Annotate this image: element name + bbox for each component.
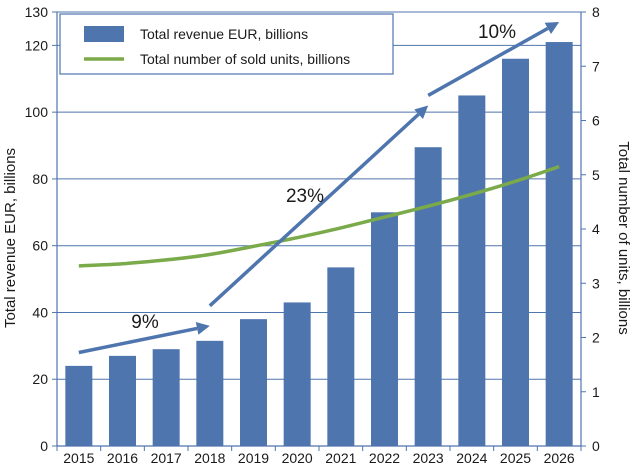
x-tick-label: 2024 xyxy=(456,450,487,465)
x-tick-label: 2022 xyxy=(369,450,400,465)
legend: Total revenue EUR, billions Total number… xyxy=(59,13,394,75)
y-tick-left: 130 xyxy=(25,4,49,20)
bar-2023 xyxy=(414,147,442,446)
x-tick-label: 2021 xyxy=(325,450,356,465)
y-tick-right: 2 xyxy=(592,330,600,346)
x-tick-label: 2017 xyxy=(151,450,182,465)
y-tick-right: 4 xyxy=(592,221,600,237)
y-tick-left: 0 xyxy=(40,438,48,454)
x-tick-label: 2016 xyxy=(107,450,138,465)
bar-2015 xyxy=(65,365,93,446)
annotation-growth-9: 9% xyxy=(131,312,159,333)
annotation-growth-23: 23% xyxy=(286,186,324,207)
y-tick-right: 7 xyxy=(592,58,600,74)
y-tick-left: 80 xyxy=(32,171,48,187)
x-tick-label: 2025 xyxy=(500,450,531,465)
growth-arrow-head xyxy=(414,105,429,120)
y-tick-left: 20 xyxy=(32,371,48,387)
bar-2018 xyxy=(196,340,224,446)
growth-arrow-head xyxy=(195,322,210,335)
y-tick-right: 5 xyxy=(592,167,600,183)
bar-2022 xyxy=(371,212,398,446)
x-tick-label: 2015 xyxy=(63,450,94,465)
x-tick-label: 2026 xyxy=(544,450,575,465)
x-tick-label: 2020 xyxy=(282,450,313,465)
y-tick-right: 0 xyxy=(592,438,600,454)
units-line-path xyxy=(78,164,560,268)
bar-2019 xyxy=(240,319,267,446)
legend-swatch-revenue xyxy=(84,26,124,42)
annotation-growth-10: 10% xyxy=(478,22,516,43)
bar-2021 xyxy=(327,267,355,446)
y-tick-left: 40 xyxy=(32,304,48,320)
x-tick-label: 2023 xyxy=(413,450,444,465)
bar-2025 xyxy=(502,58,529,446)
units-line xyxy=(78,164,560,268)
bar-2026 xyxy=(545,42,573,447)
growth-arrow-head xyxy=(544,22,560,35)
y-tick-right: 1 xyxy=(592,384,600,400)
growth-arrow-shaft xyxy=(208,112,420,308)
legend-box xyxy=(59,13,394,75)
y-axis-title-right: Total number of units, billions xyxy=(615,141,632,334)
bar-2024 xyxy=(458,95,486,446)
legend-label-revenue: Total revenue EUR, billions xyxy=(140,26,308,42)
bar-2017 xyxy=(152,349,180,446)
y-tick-left: 120 xyxy=(25,37,49,53)
y-tick-right: 3 xyxy=(592,275,600,291)
y-tick-right: 8 xyxy=(592,4,600,20)
y-tick-left: 100 xyxy=(25,104,49,120)
x-tick-label: 2018 xyxy=(194,450,225,465)
bar-2020 xyxy=(283,302,311,446)
axes: 0 20 40 60 80 100 120 130 0 1 2 3 4 5 6 7 8 2015 2016 2017 2… xyxy=(25,4,600,465)
y-tick-right: 6 xyxy=(592,113,600,129)
growth-arrow-shaft xyxy=(427,26,549,97)
growth-arrow-shaft xyxy=(78,326,198,355)
growth-arrows xyxy=(78,22,560,355)
y-tick-left: 60 xyxy=(32,238,48,254)
y-axis-title-left: Total revenue EUR, billions xyxy=(2,148,19,328)
bar-2016 xyxy=(109,355,136,446)
revenue-bars xyxy=(65,42,573,447)
legend-label-units: Total number of sold units, billions xyxy=(140,51,350,67)
x-tick-label: 2019 xyxy=(238,450,269,465)
